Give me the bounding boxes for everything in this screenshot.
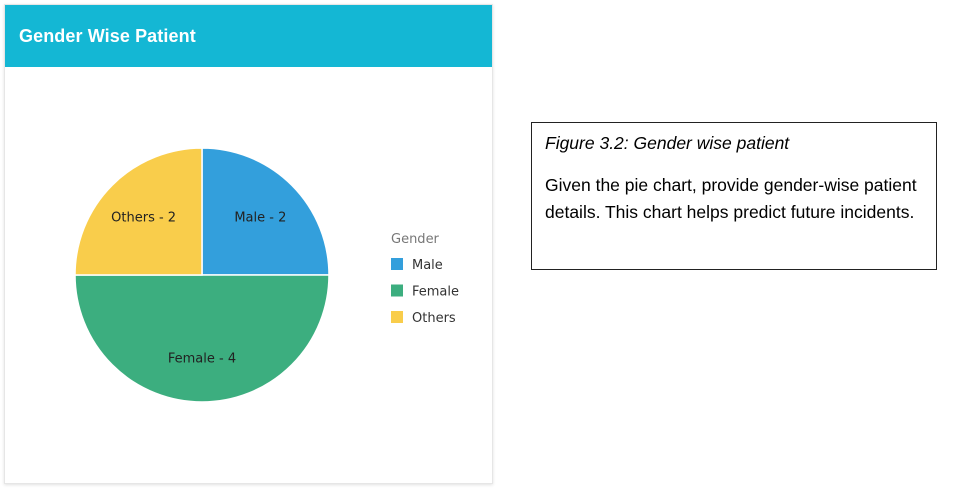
legend-label-male: Male [412,258,443,273]
figure-text: Given the pie chart, provide gender-wise… [545,175,917,222]
pie-slice-labels: Male - 2 Female - 4 Others - 2 [111,211,286,367]
legend-title: Gender [391,232,440,247]
legend-swatch-female [391,284,403,297]
pie-slice-male[interactable] [201,147,330,276]
legend-item-female[interactable]: Female [391,284,459,300]
card-title: Gender Wise Patient [19,25,196,46]
figure-caption: Figure 3.2: Gender wise patient [545,133,790,153]
chart-legend: Gender Male Female Others [391,232,459,326]
slice-label-female: Female - 4 [168,352,236,367]
legend-label-female: Female [412,285,459,300]
legend-swatch-others [391,311,403,323]
pie-slice-others[interactable] [74,147,203,276]
gender-chart-card: Gender Wise Patient Male - 2 Female - 4 Ot… [4,4,493,484]
legend-item-male[interactable]: Male [391,258,443,273]
legend-swatch-male [391,258,403,270]
pie-chart: Male - 2 Female - 4 Others - 2 Gender Male… [74,147,459,403]
slice-label-male: Male - 2 [234,211,286,226]
legend-label-others: Others [412,311,456,326]
pie-slices [74,147,330,403]
pie-slice-female[interactable] [74,274,330,403]
legend-item-others[interactable]: Others [391,311,456,326]
figure-description-box: Figure 3.2: Gender wise patient Given th… [531,122,937,270]
slice-label-others: Others - 2 [111,211,176,226]
card-header: Gender Wise Patient [5,5,492,67]
